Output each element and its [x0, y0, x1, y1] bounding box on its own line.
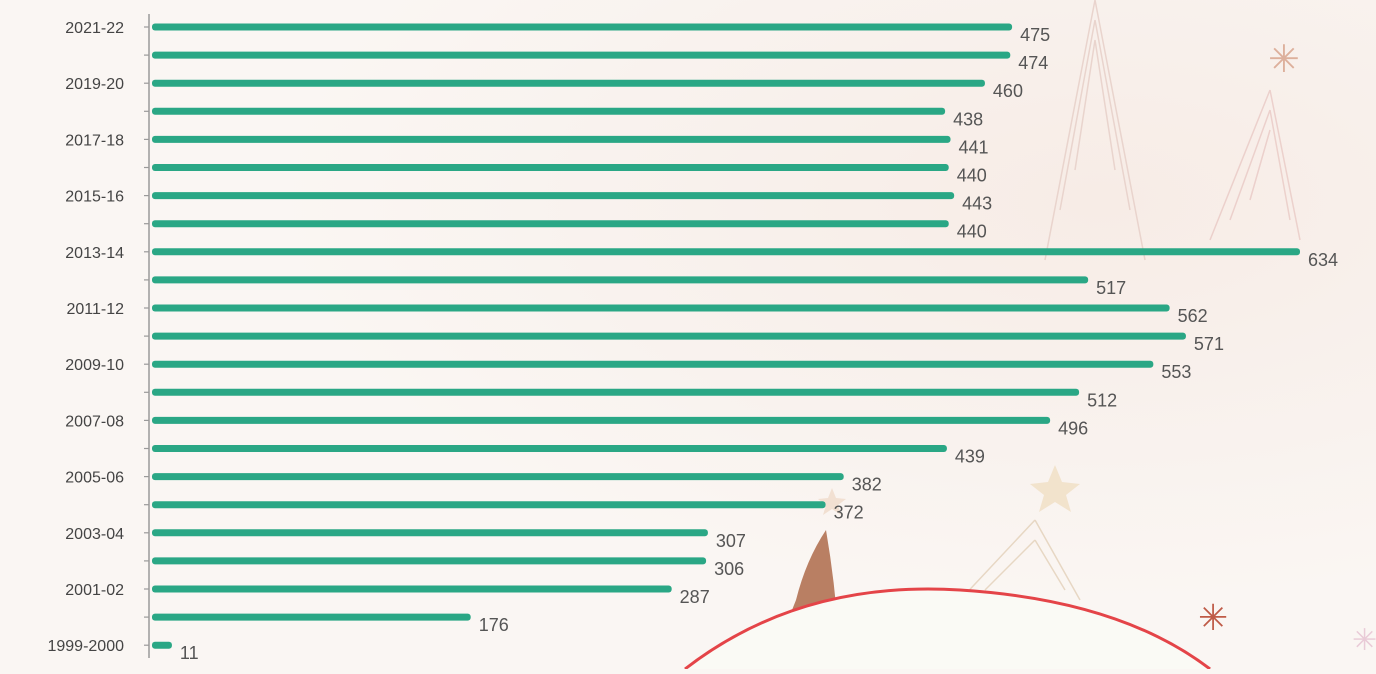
bar-2015-16	[152, 192, 955, 200]
bar-2020-21	[152, 51, 1011, 59]
bar-2008-09	[152, 388, 1080, 396]
bar-2017-18	[152, 135, 951, 143]
bar-2002-03	[152, 557, 707, 565]
bar-2018-19	[152, 107, 946, 115]
bar-2012-13	[152, 276, 1089, 284]
category-label-2005-06: 2005-06	[65, 470, 124, 487]
bar-2010-11	[152, 332, 1186, 340]
category-label-2001-02: 2001-02	[65, 582, 124, 599]
value-label-2000-01: 176	[479, 615, 509, 635]
tree-decoration-icon	[959, 519, 1081, 601]
value-label-2013-14: 634	[1308, 250, 1338, 270]
value-label-2002-03: 306	[714, 559, 744, 579]
value-label-2014-15: 440	[957, 222, 987, 242]
value-label-1999-2000: 11	[180, 643, 199, 663]
category-label-2015-16: 2015-16	[65, 189, 124, 206]
value-label-2019-20: 460	[993, 81, 1023, 101]
category-label-2017-18: 2017-18	[65, 132, 124, 149]
bar-2005-06	[152, 473, 844, 481]
star-decoration-icon: ✳	[1198, 597, 1228, 638]
category-label-1999-2000: 1999-2000	[47, 638, 124, 655]
bar-1999-2000	[152, 641, 172, 649]
bar-2009-10	[152, 360, 1154, 368]
value-label-2018-19: 438	[953, 109, 983, 129]
gift-box-icon	[684, 587, 1211, 671]
bar-2016-17	[152, 164, 949, 171]
bar-2021-22	[152, 23, 1013, 31]
category-label-2003-04: 2003-04	[65, 526, 124, 543]
tree-decoration-icon	[1044, 0, 1146, 261]
value-label-2001-02: 287	[680, 587, 710, 607]
bar-2014-15	[152, 220, 949, 228]
bar-2000-01	[152, 613, 471, 621]
value-label-2017-18: 441	[959, 137, 989, 157]
bar-2001-02	[152, 585, 672, 593]
value-label-2007-08: 496	[1058, 418, 1088, 438]
category-label-2021-22: 2021-22	[65, 20, 124, 37]
category-label-2011-12: 2011-12	[66, 301, 124, 318]
value-label-2005-06: 382	[852, 475, 882, 495]
bar-2011-12	[152, 304, 1170, 312]
bar-2013-14	[152, 248, 1300, 256]
star-decoration-icon	[818, 488, 846, 515]
bar-2007-08	[152, 416, 1051, 424]
value-label-2004-05: 372	[834, 503, 864, 523]
category-labels-group: 2021-22 2019-20 2017-18 2015-16 2013-14 2011-…	[47, 20, 124, 655]
value-label-2015-16: 443	[962, 194, 992, 214]
value-label-2011-12: 562	[1178, 306, 1208, 326]
tree-decoration-icon	[1209, 89, 1301, 241]
star-decoration-icon: ✳	[1268, 39, 1300, 81]
star-decoration-icon: ✳	[1352, 624, 1376, 657]
category-label-2009-10: 2009-10	[65, 357, 124, 374]
value-label-2016-17: 440	[957, 166, 987, 186]
value-label-2021-22: 475	[1020, 25, 1050, 45]
bar-2019-20	[152, 79, 985, 87]
value-label-2009-10: 553	[1161, 362, 1191, 382]
bar-2006-07	[152, 445, 947, 452]
value-label-2008-09: 512	[1087, 390, 1117, 410]
y-axis-ticks	[144, 26, 149, 646]
value-label-2003-04: 307	[716, 531, 746, 551]
decorative-background: ✳ ✳ ✳	[684, 0, 1376, 671]
category-label-2007-08: 2007-08	[65, 413, 124, 430]
value-label-2006-07: 439	[955, 447, 985, 467]
category-label-2019-20: 2019-20	[65, 76, 124, 93]
value-label-2012-13: 517	[1096, 278, 1126, 298]
bars-group	[152, 23, 1300, 649]
star-decoration-icon	[1030, 465, 1080, 512]
category-label-2013-14: 2013-14	[65, 245, 124, 262]
value-label-2010-11: 571	[1194, 334, 1224, 354]
bar-2004-05	[152, 501, 826, 509]
bar-2003-04	[152, 529, 708, 537]
value-label-2020-21: 474	[1018, 53, 1048, 73]
